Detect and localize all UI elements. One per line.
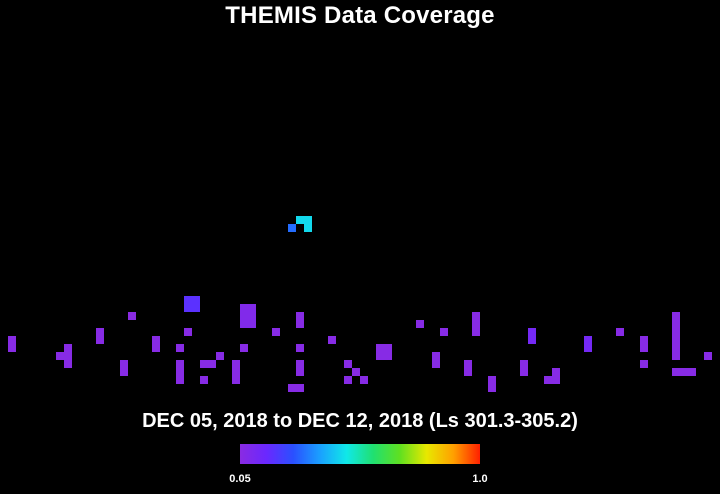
coverage-cell	[384, 344, 392, 352]
coverage-cell	[152, 336, 160, 344]
coverage-cell	[120, 360, 128, 368]
coverage-cell	[296, 368, 304, 376]
coverage-cell	[128, 312, 136, 320]
colorbar-max-label: 1.0	[472, 473, 488, 485]
date-range-subtitle: DEC 05, 2018 to DEC 12, 2018 (Ls 301.3-3…	[142, 410, 578, 432]
coverage-cell	[552, 368, 560, 376]
coverage-cell	[248, 320, 256, 328]
coverage-cell	[64, 344, 72, 352]
coverage-cell	[680, 368, 688, 376]
coverage-cell	[472, 328, 480, 336]
coverage-cell	[520, 360, 528, 368]
coverage-cell	[296, 320, 304, 328]
coverage-cell	[528, 328, 536, 336]
coverage-cell	[200, 376, 208, 384]
coverage-cell	[640, 360, 648, 368]
coverage-cell	[672, 336, 680, 344]
coverage-cell	[176, 376, 184, 384]
coverage-cell	[584, 336, 592, 344]
coverage-cell	[488, 384, 496, 392]
coverage-cell	[304, 216, 312, 224]
coverage-cell	[56, 352, 64, 360]
coverage-cell	[360, 376, 368, 384]
coverage-cell	[232, 368, 240, 376]
coverage-cell	[528, 336, 536, 344]
coverage-cell	[488, 376, 496, 384]
coverage-cell	[672, 368, 680, 376]
coverage-map	[8, 216, 712, 392]
coverage-cell	[288, 384, 296, 392]
coverage-cell	[176, 360, 184, 368]
coverage-cell	[296, 384, 304, 392]
coverage-cell	[192, 304, 200, 312]
coverage-cell	[176, 368, 184, 376]
coverage-cell	[192, 296, 200, 304]
coverage-cell	[64, 352, 72, 360]
coverage-cell	[688, 368, 696, 376]
colorbar-min-label: 0.05	[229, 473, 251, 485]
chart-title: THEMIS Data Coverage	[225, 2, 495, 29]
coverage-cell	[552, 376, 560, 384]
colorbar-gradient	[240, 444, 480, 464]
coverage-cell	[152, 344, 160, 352]
coverage-cell	[64, 360, 72, 368]
coverage-cell	[344, 376, 352, 384]
coverage-cell	[296, 312, 304, 320]
coverage-cell	[184, 304, 192, 312]
coverage-cell	[8, 344, 16, 352]
coverage-cell	[240, 312, 248, 320]
coverage-cell	[672, 352, 680, 360]
coverage-cell	[248, 304, 256, 312]
coverage-cell	[472, 320, 480, 328]
coverage-cell	[464, 368, 472, 376]
coverage-cell	[432, 360, 440, 368]
coverage-cell	[96, 328, 104, 336]
coverage-cell	[232, 376, 240, 384]
coverage-cell	[248, 312, 256, 320]
coverage-cell	[176, 344, 184, 352]
coverage-cell	[640, 344, 648, 352]
coverage-cell	[120, 368, 128, 376]
coverage-cell	[520, 368, 528, 376]
coverage-cell	[352, 368, 360, 376]
coverage-cell	[296, 216, 304, 224]
coverage-cell	[672, 320, 680, 328]
coverage-cell	[208, 360, 216, 368]
coverage-cell	[472, 312, 480, 320]
coverage-cell	[272, 328, 280, 336]
coverage-cell	[432, 352, 440, 360]
colorbar	[240, 444, 480, 464]
coverage-cell	[344, 360, 352, 368]
coverage-cell	[672, 328, 680, 336]
coverage-cell	[8, 336, 16, 344]
coverage-cell	[704, 352, 712, 360]
coverage-cell	[376, 344, 384, 352]
coverage-cell	[240, 344, 248, 352]
coverage-cell	[96, 336, 104, 344]
coverage-cell	[544, 376, 552, 384]
coverage-cell	[616, 328, 624, 336]
coverage-cell	[672, 312, 680, 320]
coverage-cells	[8, 216, 712, 392]
coverage-cell	[384, 352, 392, 360]
coverage-cell	[584, 344, 592, 352]
coverage-cell	[304, 224, 312, 232]
coverage-cell	[464, 360, 472, 368]
coverage-cell	[296, 344, 304, 352]
coverage-cell	[240, 304, 248, 312]
coverage-cell	[200, 360, 208, 368]
coverage-cell	[640, 336, 648, 344]
coverage-cell	[672, 344, 680, 352]
coverage-cell	[296, 360, 304, 368]
coverage-cell	[288, 224, 296, 232]
coverage-cell	[376, 352, 384, 360]
coverage-cell	[240, 320, 248, 328]
coverage-cell	[328, 336, 336, 344]
coverage-cell	[440, 328, 448, 336]
coverage-cell	[232, 360, 240, 368]
coverage-cell	[184, 296, 192, 304]
coverage-cell	[184, 328, 192, 336]
coverage-cell	[216, 352, 224, 360]
coverage-cell	[416, 320, 424, 328]
